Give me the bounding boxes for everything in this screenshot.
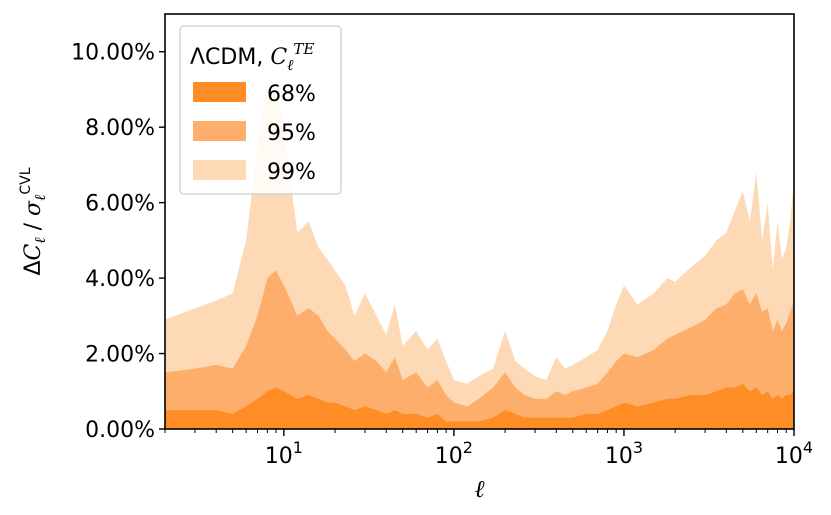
y-tick-label: 10.00% xyxy=(71,41,155,66)
x-tick-label: 102 xyxy=(435,438,473,469)
legend: ΛCDM, CℓTE 68% 95% 99% xyxy=(179,25,342,195)
band-95pct xyxy=(165,270,794,429)
svg-text:ΔCℓ / σℓCVL: ΔCℓ / σℓCVL xyxy=(18,167,49,275)
y-axis: 0.00% 2.00% 4.00% 6.00% 8.00% 10.00% xyxy=(71,41,165,443)
y-tick-label: 8.00% xyxy=(85,116,155,141)
x-minor-ticks xyxy=(164,429,787,433)
legend-label: 99% xyxy=(267,160,316,185)
legend-swatch xyxy=(193,160,246,180)
x-tick-label: 104 xyxy=(775,438,813,469)
legend-label: 95% xyxy=(267,121,316,146)
x-tick-label: 103 xyxy=(605,438,643,469)
x-axis-label: ℓ xyxy=(475,475,485,503)
plot-frame xyxy=(164,13,795,430)
confidence-bands xyxy=(165,81,794,430)
y-tick-label: 2.00% xyxy=(85,343,155,368)
band-68pct xyxy=(165,383,794,429)
y-axis-label: ΔCℓ / σℓCVL xyxy=(18,167,49,275)
x-axis: 101 102 103 104 xyxy=(265,429,813,469)
y-tick-label: 0.00% xyxy=(85,418,155,443)
x-tick-label: 101 xyxy=(265,438,303,469)
y-tick-label: 6.00% xyxy=(85,192,155,217)
y-tick-label: 4.00% xyxy=(85,267,155,292)
legend-label: 68% xyxy=(267,82,316,107)
legend-swatch xyxy=(193,121,246,141)
legend-swatch xyxy=(193,82,246,102)
legend-title: ΛCDM, CℓTE xyxy=(190,40,314,74)
legend-box xyxy=(179,25,342,195)
